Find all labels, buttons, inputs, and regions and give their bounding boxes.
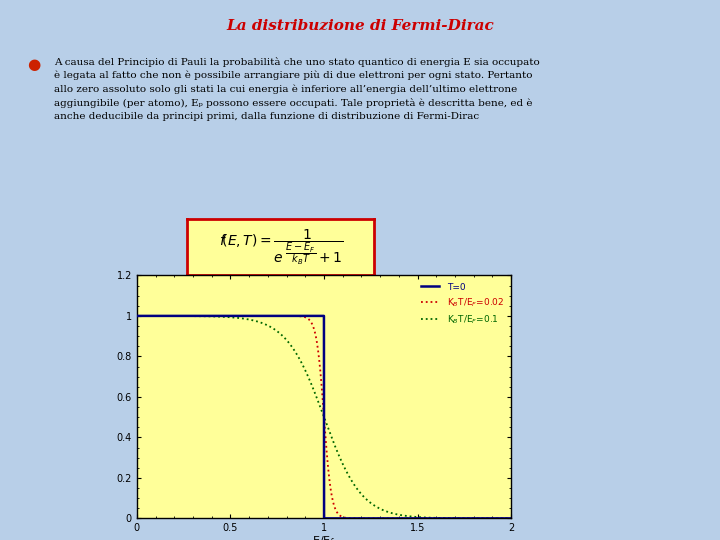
Text: ●: ● [27, 57, 40, 72]
Text: La distribuzione di Fermi-Dirac: La distribuzione di Fermi-Dirac [226, 19, 494, 33]
Text: A causa del Principio di Pauli la probabilità che uno stato quantico di energia : A causa del Principio di Pauli la probab… [54, 57, 540, 121]
Legend: T=0, K$_B$T/E$_F$=0.02, K$_B$T/E$_F$=0.1: T=0, K$_B$T/E$_F$=0.02, K$_B$T/E$_F$=0.1 [418, 280, 507, 328]
Text: $f\!\left(E,T\right)=\dfrac{1}{e^{\;\dfrac{E-E_F}{k_BT}}+1}$: $f\!\left(E,T\right)=\dfrac{1}{e^{\;\dfr… [219, 227, 343, 267]
X-axis label: E/E$_f$: E/E$_f$ [312, 535, 336, 540]
